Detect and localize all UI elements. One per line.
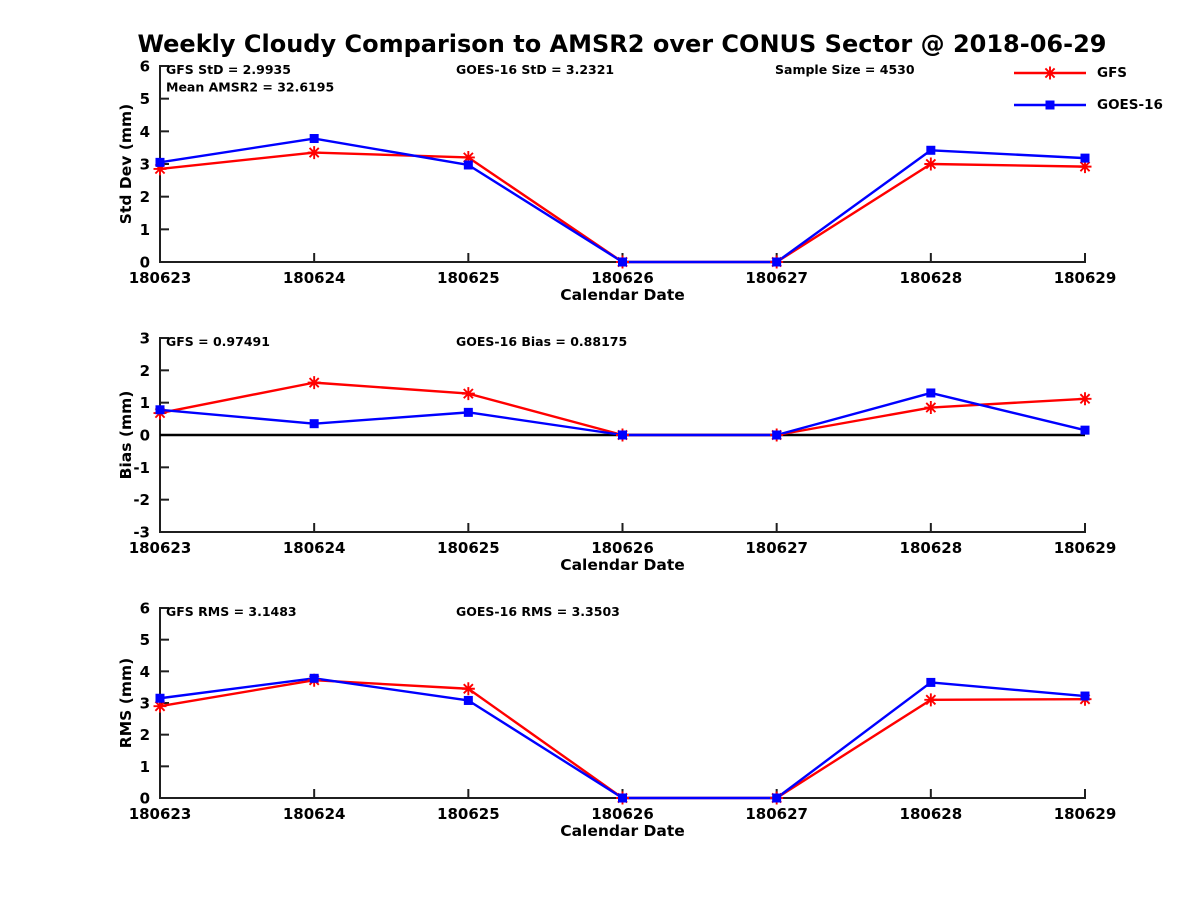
chart-title: Weekly Cloudy Comparison to AMSR2 over C… [137,30,1107,58]
annotation: GOES-16 StD = 3.2321 [456,62,614,77]
x-tick-label: 180623 [129,269,192,287]
y-tick-label: 3 [140,156,150,174]
annotation: GFS StD = 2.9935 [166,62,291,77]
series-line-gfs [159,151,1086,264]
legend-label: GOES-16 [1097,97,1163,113]
x-tick-label: 180627 [745,805,808,823]
y-axis-label: Std Dev (mm) [117,104,135,224]
x-tick-label: 180626 [591,539,654,557]
annotation: GFS RMS = 3.1483 [166,604,297,619]
std-dev-chart: 0 1 2 3 4 5 6 180623 180624 180625 180626 180627 180… [117,58,1116,305]
y-tick-label: 0 [140,427,150,445]
x-tick-label: 180625 [437,805,500,823]
annotation: GOES-16 Bias = 0.88175 [456,334,627,349]
y-tick-label: 2 [140,362,150,380]
x-tick-label: 180629 [1054,805,1117,823]
legend-item-gfs: GFS [1012,62,1163,84]
x-tick-label: 180627 [745,269,808,287]
annotation: GOES-16 RMS = 3.3503 [456,604,620,619]
y-tick-label: 5 [140,631,150,649]
series-markers-goes-16 [155,673,1090,803]
y-tick-label: 3 [140,695,150,713]
x-tick-label: 180624 [283,539,346,557]
annotation: Mean AMSR2 = 32.6195 [166,80,334,95]
series-line-goes-16 [159,137,1086,264]
y-tick-label: 2 [140,726,150,744]
y-tick-label: 6 [140,58,150,76]
x-tick-label: 180628 [900,539,963,557]
annotation: GFS = 0.97491 [166,334,270,349]
x-tick-label: 180629 [1054,269,1117,287]
x-tick-label: 180624 [283,269,346,287]
x-tick-label: 180629 [1054,539,1117,557]
y-tick-label: 2 [140,188,150,206]
x-tick-label: 180627 [745,539,808,557]
legend-label: GFS [1097,65,1128,81]
y-tick-label: 6 [140,600,150,618]
rms-chart: 0 1 2 3 4 5 6 180623 180624 180625 180626 180627 180… [117,600,1116,841]
x-tick-label: 180624 [283,805,346,823]
y-axis-label: RMS (mm) [117,658,135,748]
series-markers-goes-16 [155,388,1090,440]
y-tick-label: 1 [140,394,150,412]
legend: GFS GOES-16 [1012,62,1163,126]
y-tick-label: 4 [140,663,150,681]
x-tick-label: 180625 [437,539,500,557]
y-tick-label: 5 [140,90,150,108]
x-axis-label: Calendar Date [560,822,685,840]
y-tick-label: -3 [133,524,150,542]
y-tick-label: 0 [140,254,150,272]
x-axis-label: Calendar Date [560,286,685,304]
x-tick-label: 180625 [437,269,500,287]
square-marker-icon [1014,100,1086,110]
y-tick-label: -2 [133,491,150,509]
x-axis-label: Calendar Date [560,556,685,574]
asterisk-marker-icon [1014,66,1086,80]
y-tick-label: 0 [140,790,150,808]
y-tick-label: 3 [140,330,150,348]
x-tick-label: 180626 [591,805,654,823]
legend-item-goes-16: GOES-16 [1012,94,1163,116]
y-axis-label: Bias (mm) [117,391,135,480]
y-tick-label: 1 [140,758,150,776]
x-tick-label: 180623 [129,539,192,557]
series-line-goes-16 [159,677,1086,800]
x-tick-label: 180623 [129,805,192,823]
annotation: Sample Size = 4530 [775,62,915,77]
y-tick-label: -1 [133,459,150,477]
bias-chart: -3 -2 -1 0 1 2 3 180623 180624 180625 180626 180627… [117,330,1116,575]
series-markers-goes-16 [155,134,1090,267]
x-tick-label: 180626 [591,269,654,287]
series-markers-gfs [153,673,1092,805]
x-tick-label: 180628 [900,805,963,823]
y-tick-label: 4 [140,123,150,141]
x-tick-label: 180628 [900,269,963,287]
series-line-gfs [159,381,1086,437]
axis-spines [159,607,1086,799]
y-tick-label: 1 [140,221,150,239]
series-line-gfs [159,679,1086,800]
